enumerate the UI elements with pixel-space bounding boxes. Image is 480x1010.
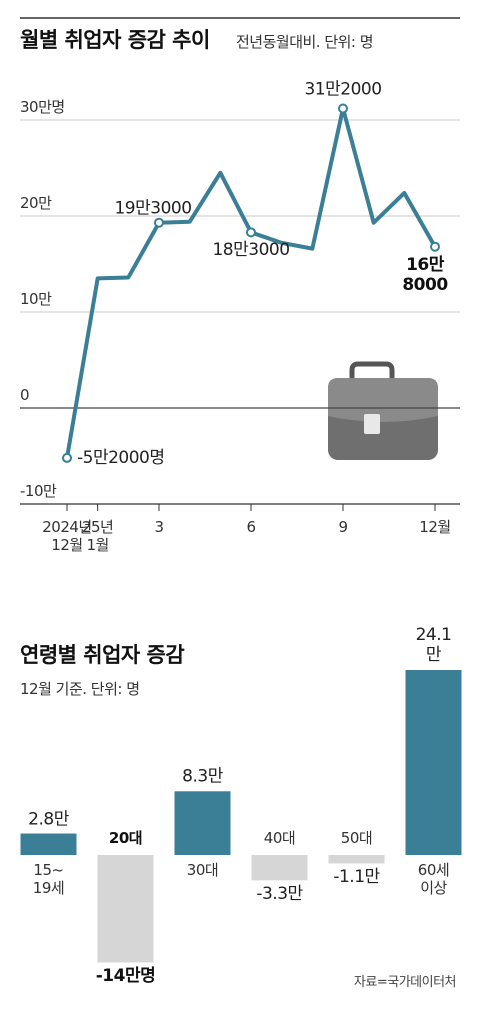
y-tick-label: -10만 bbox=[20, 482, 57, 500]
y-tick-label: 30만명 bbox=[20, 98, 65, 116]
x-tick-label: 40대 bbox=[263, 829, 296, 847]
x-tick-label: 25년 1월 bbox=[81, 518, 114, 554]
x-tick-label: 6 bbox=[246, 518, 256, 536]
x-tick-label: 60세 이상 bbox=[417, 861, 450, 897]
point bbox=[246, 227, 256, 238]
chart-title: 연령별 취업자 증감 bbox=[20, 643, 185, 667]
value-label: 8.3만 bbox=[182, 766, 223, 787]
value-label: -3.3만 bbox=[256, 884, 303, 905]
x-tick-label: 15~ 19세 bbox=[32, 861, 65, 897]
value-label: 31만2000 bbox=[304, 80, 382, 101]
y-tick-label: 0 bbox=[20, 386, 30, 404]
value-label: 19만3000 bbox=[114, 198, 192, 219]
x-tick-label: 3 bbox=[154, 518, 164, 536]
y-tick-label: 10만 bbox=[20, 290, 52, 308]
x-tick-label: 20대 bbox=[108, 829, 143, 847]
chart-subtitle: 12월 기준. 단위: 명 bbox=[20, 680, 140, 698]
y-tick-label: 20만 bbox=[20, 194, 52, 212]
value-label: 16만8000 bbox=[402, 254, 448, 296]
value-label: 2.8만 bbox=[28, 809, 69, 830]
bar bbox=[405, 670, 462, 855]
chart-subtitle: 전년동월대비. 단위: 명 bbox=[236, 33, 374, 51]
value-label: 24.1만 bbox=[415, 625, 452, 666]
value-label: -1.1만 bbox=[333, 867, 380, 888]
point bbox=[338, 103, 348, 114]
value-label: 18만3000 bbox=[212, 240, 290, 261]
x-tick-label: 50대 bbox=[340, 829, 373, 847]
x-tick-label: 30대 bbox=[186, 861, 219, 879]
bar bbox=[97, 855, 154, 963]
point bbox=[154, 217, 164, 228]
chart-title: 월별 취업자 증감 추이 bbox=[20, 28, 210, 52]
bar bbox=[174, 791, 231, 855]
briefcase-icon bbox=[328, 361, 438, 460]
point bbox=[430, 241, 440, 252]
bar bbox=[251, 855, 308, 881]
value-label: -14만명 bbox=[95, 966, 156, 987]
point bbox=[62, 452, 72, 463]
x-tick-label: 2024년 12월 bbox=[42, 518, 92, 554]
x-tick-label: 9 bbox=[338, 518, 348, 536]
source: 자료=국가데이터처 bbox=[353, 975, 457, 990]
x-tick-label: 12월 bbox=[419, 518, 451, 536]
bar bbox=[20, 833, 77, 855]
bar bbox=[328, 855, 385, 864]
value-label: -5만2000명 bbox=[77, 447, 165, 468]
